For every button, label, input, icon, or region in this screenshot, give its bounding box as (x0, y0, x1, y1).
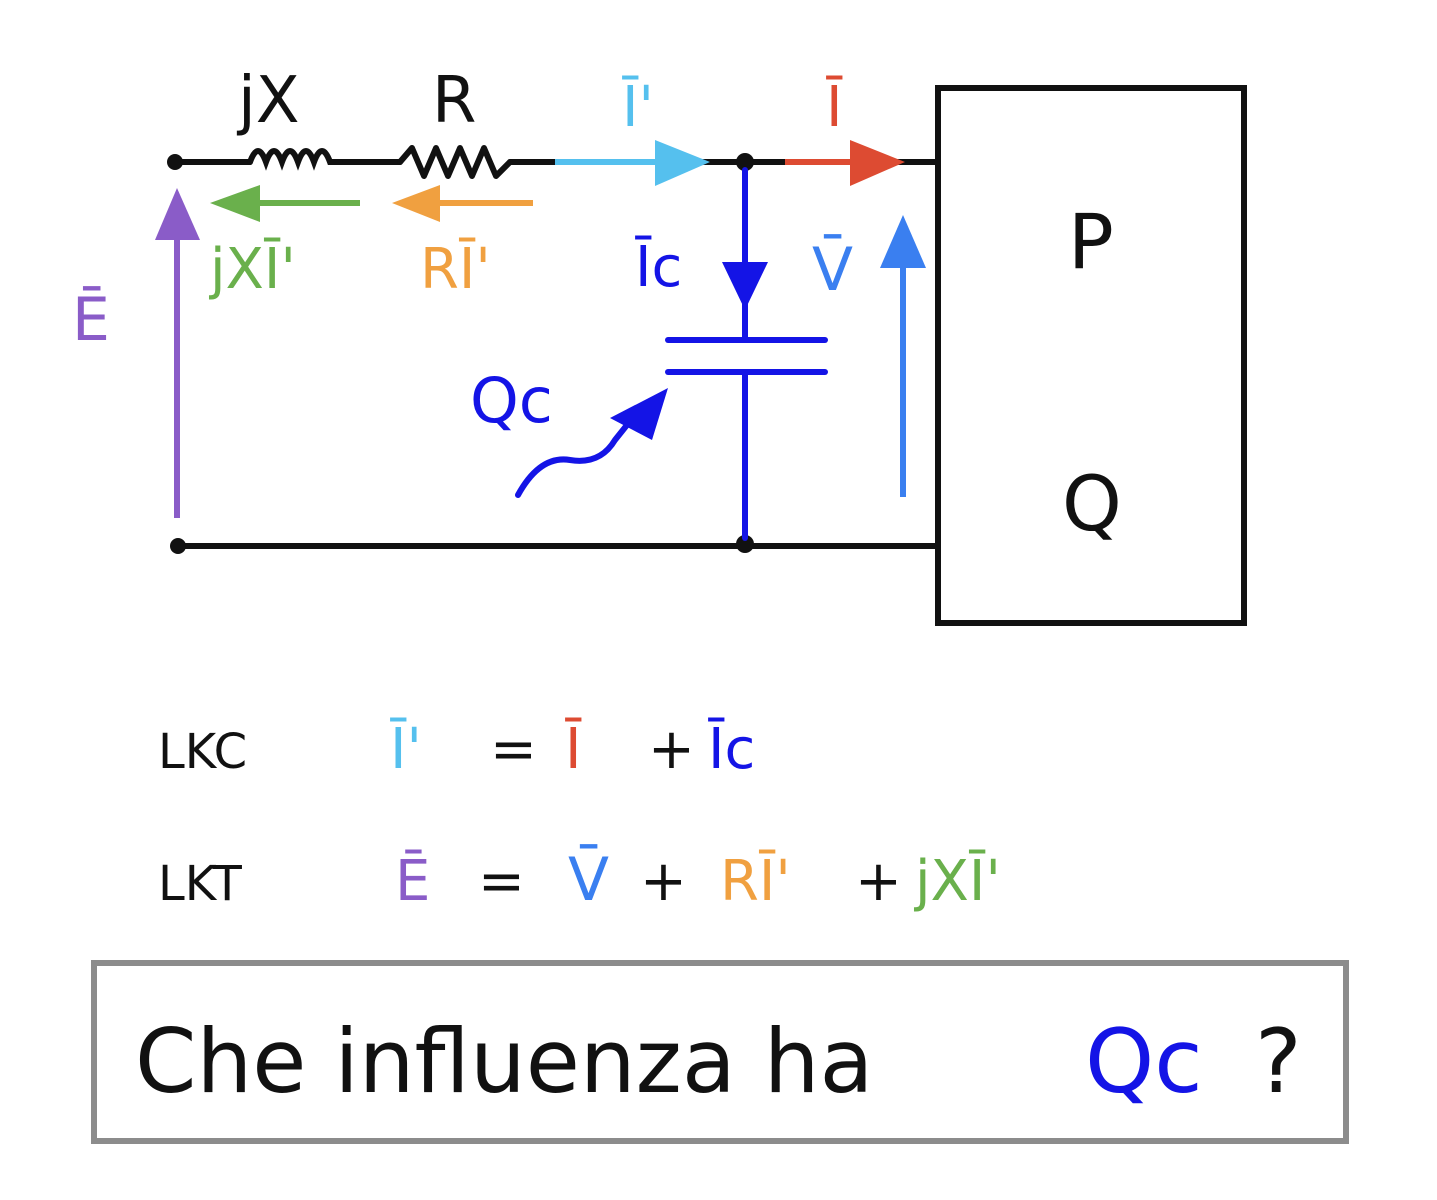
lkt-equals: = (478, 849, 525, 914)
current-load-label: Ī (826, 75, 843, 140)
lkt-term-1: V̄ (568, 843, 609, 915)
inductor-label: jX (236, 64, 300, 138)
resistor-symbol (400, 148, 510, 176)
lkt-lhs: Ē (395, 849, 430, 914)
load-p-label: P (1068, 197, 1114, 286)
inductor-symbol (250, 151, 340, 162)
equation-lkt: LKT Ē = V̄ + RĪ' + jXĪ' (158, 843, 1001, 915)
resistor-label: R (432, 64, 476, 138)
lkc-plus: + (648, 717, 695, 782)
lkc-equals: = (490, 717, 537, 782)
lkc-term-1: Ī (565, 717, 582, 782)
emf-label: Ē (72, 285, 110, 355)
lkt-term-3: jXĪ' (913, 849, 1001, 914)
equation-lkc: LKC Ī' = Ī + Īc (158, 717, 755, 782)
emf-arrow-head (155, 188, 200, 240)
node-bottom-left (170, 538, 186, 554)
wires (175, 162, 938, 546)
current-load-arrow-head (850, 140, 905, 186)
voltage-arrow-head (880, 215, 926, 268)
load-q-label: Q (1062, 459, 1122, 548)
lkc-term-2: Īc (708, 717, 755, 782)
inductor-drop-arrow-head (210, 185, 260, 222)
capacitor-branch (668, 170, 825, 538)
lkc-name: LKC (158, 724, 247, 780)
capacitor-current-arrow (722, 262, 768, 310)
lkt-plus-1: + (640, 849, 687, 914)
current-main-arrow-head (655, 140, 710, 186)
inductor-drop-label: jXĪ' (208, 237, 296, 302)
voltage-label: V̄ (812, 233, 853, 305)
resistor-drop-arrow-head (392, 185, 440, 222)
capacitor-reactive-label: Qc (470, 364, 553, 437)
lkt-name: LKT (158, 856, 242, 912)
lkc-lhs: Ī' (390, 717, 422, 782)
question-highlight: Qc (1085, 1010, 1203, 1113)
question-text: Che influenza ha (135, 1010, 873, 1113)
node-top-left (167, 154, 183, 170)
capacitor-current-label: Īc (635, 235, 682, 300)
current-main-label: Ī' (622, 75, 654, 140)
resistor-drop-label: RĪ' (420, 237, 491, 302)
lkt-plus-2: + (855, 849, 902, 914)
lkt-term-2: RĪ' (720, 849, 791, 914)
question-mark: ? (1255, 1010, 1302, 1113)
